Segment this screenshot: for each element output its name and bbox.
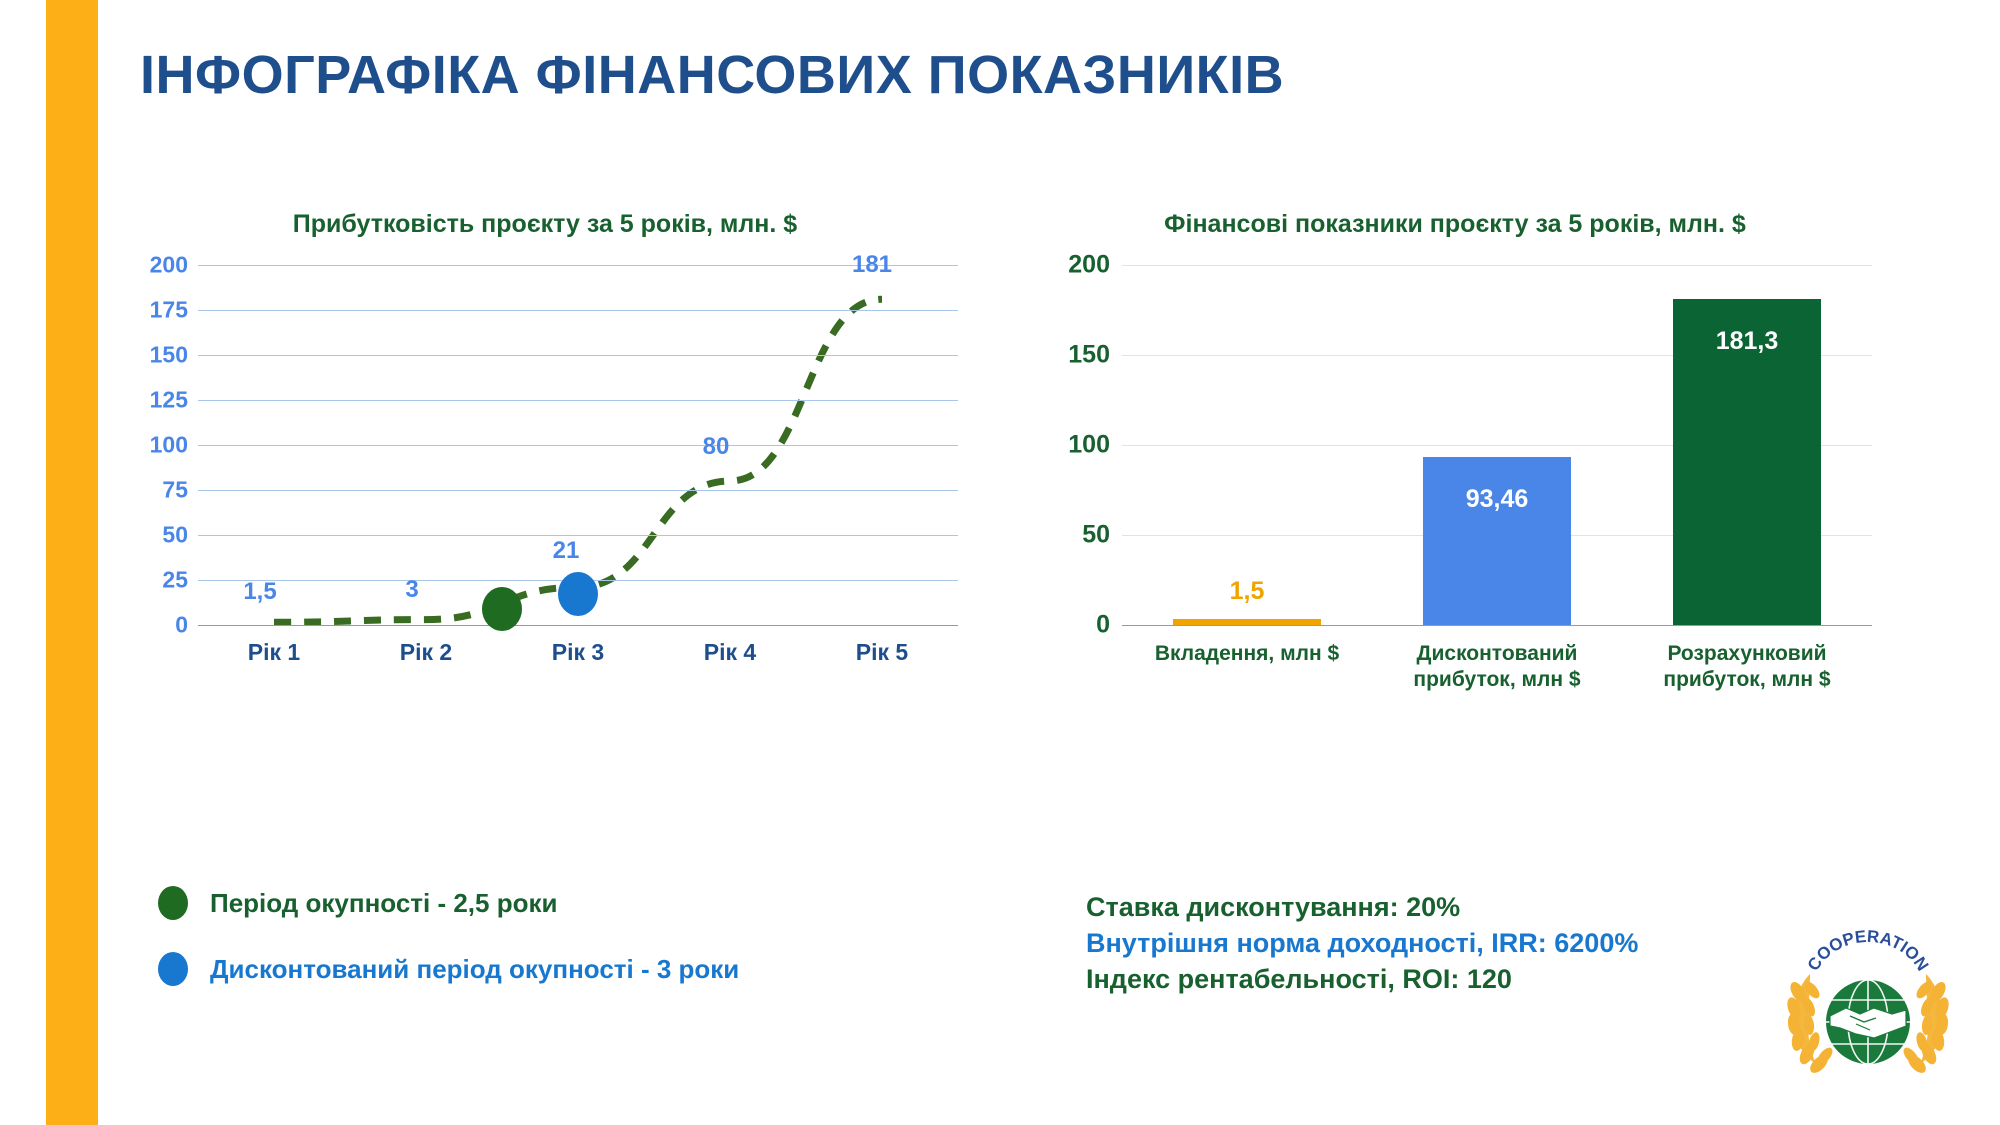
line-chart-y-tick: 0 xyxy=(175,611,188,638)
bar-chart-y-tick: 200 xyxy=(1068,250,1110,279)
bar-chart-title: Фінансові показники проєкту за 5 років, … xyxy=(1164,210,1746,238)
bar-chart: 0 50 100 150 200 1,5 93,46 181,3 Вкладення, мл… xyxy=(1040,251,1920,695)
line-chart-gridline xyxy=(198,310,958,311)
line-chart-panel: Прибутковість проєкту за 5 років, млн. $… xyxy=(120,210,1000,850)
legend-dot-green-icon xyxy=(158,886,188,920)
line-chart-data-label: 21 xyxy=(552,537,580,565)
bar-chart-y-tick: 50 xyxy=(1082,520,1110,549)
bar-chart-x-tick-line: прибуток, млн $ xyxy=(1413,667,1581,691)
wreath-left-icon xyxy=(1787,974,1833,1073)
bar-chart-x-tick-line: Розрахунковий xyxy=(1667,642,1827,665)
bar-chart-y-tick: 150 xyxy=(1068,340,1110,369)
bar-chart-gridline xyxy=(1122,445,1872,446)
wreath-right-icon xyxy=(1903,974,1949,1073)
line-chart-gridline xyxy=(198,265,958,266)
logo-text: COOPERATION xyxy=(1804,930,1933,974)
page-title: ІНФОГРАФІКА ФІНАНСОВИХ ПОКАЗНИКІВ xyxy=(140,45,1285,105)
stat-discount-rate: Ставка дисконтування: 20% xyxy=(1086,892,1461,922)
line-chart-data-label: 80 xyxy=(702,433,730,460)
bar-chart-y-axis: 0 50 100 150 200 xyxy=(1040,251,1110,639)
globe-icon xyxy=(1826,979,1910,1065)
bar-chart-x-tick: Дисконтований прибуток, млн $ xyxy=(1382,641,1612,692)
stat-irr: Внутрішня норма доходності, IRR: 6200% xyxy=(1086,927,1639,958)
line-chart-y-tick: 200 xyxy=(149,251,188,278)
legend-label-payback: Період окупності - 2,5 роки xyxy=(210,887,558,918)
line-chart: 0 25 50 75 100 125 150 175 200 1,5 3 21 80 181 Рік 1… xyxy=(120,251,1000,695)
bar-chart-gridline xyxy=(1122,265,1872,266)
bar-chart-x-tick-line: Дисконтований xyxy=(1416,642,1578,665)
handshake-icon xyxy=(1829,1007,1907,1039)
cooperation-logo-icon: COOPERATION xyxy=(1787,927,1949,1073)
payback-period-marker xyxy=(482,586,522,631)
line-chart-x-tick: Рік 1 xyxy=(247,639,301,665)
line-chart-x-tick: Рік 3 xyxy=(551,639,605,665)
line-chart-x-tick: Рік 5 xyxy=(855,639,909,665)
bar-chart-x-tick-line: Вкладення, млн $ xyxy=(1154,642,1340,665)
legend-dot-blue-icon xyxy=(158,952,188,986)
bar-chart-value-label: 1,5 xyxy=(1229,577,1265,605)
bar-chart-gridline xyxy=(1122,355,1872,356)
bar-chart-y-tick: 0 xyxy=(1096,610,1110,639)
bar-chart-plot-area: 1,5 93,46 181,3 xyxy=(1122,265,1872,626)
stat-roi: Індекс рентабельності, ROI: 120 xyxy=(1086,963,1512,994)
bar-chart-x-tick: Вкладення, млн $ xyxy=(1132,641,1362,667)
line-chart-x-tick: Рік 4 xyxy=(703,639,757,665)
line-chart-gridline xyxy=(198,445,958,446)
discounted-payback-marker xyxy=(558,572,598,617)
line-chart-gridline xyxy=(198,355,958,356)
bar-chart-x-tick: Розрахунковий прибуток, млн $ xyxy=(1632,641,1862,692)
line-chart-y-tick: 175 xyxy=(149,296,188,323)
line-chart-axis-line xyxy=(198,625,958,626)
bar-chart-value-label: 181,3 xyxy=(1715,326,1779,355)
cooperation-logo: COOPERATION xyxy=(1778,927,1958,1080)
bar-chart-x-tick-line: прибуток, млн $ xyxy=(1663,667,1831,691)
accent-bar xyxy=(46,0,98,1125)
bar-chart-y-tick: 100 xyxy=(1068,430,1110,459)
line-chart-plot-area: 1,5 3 21 80 181 xyxy=(198,251,958,631)
line-chart-x-tick: Рік 2 xyxy=(399,639,453,665)
financial-stats: Ставка дисконтування: 20% Внутрішня норм… xyxy=(1086,890,1638,998)
line-chart-data-label: 1,5 xyxy=(243,578,277,606)
bar-chart-value-label: 93,46 xyxy=(1465,484,1529,513)
line-chart-y-tick: 75 xyxy=(162,476,188,503)
line-chart-x-axis: Рік 1 Рік 2 Рік 3 Рік 4 Рік 5 xyxy=(198,639,958,679)
bar-chart-bar: 181,3 xyxy=(1673,298,1821,625)
line-chart-gridline xyxy=(198,535,958,536)
line-chart-title: Прибутковість проєкту за 5 років, млн. $ xyxy=(292,210,798,238)
line-chart-y-tick: 150 xyxy=(149,341,188,368)
line-chart-y-tick: 25 xyxy=(162,566,188,593)
bar-chart-axis-line xyxy=(1122,625,1872,626)
legend-item-payback: Період окупності - 2,5 роки xyxy=(158,886,978,920)
bar-chart-panel: Фінансові показники проєкту за 5 років, … xyxy=(1040,210,1920,850)
line-chart-data-label: 3 xyxy=(405,575,419,603)
legend-item-discounted-payback: Дисконтований період окупності - 3 роки xyxy=(158,952,978,986)
line-chart-gridline xyxy=(198,400,958,401)
line-chart-y-axis: 0 25 50 75 100 125 150 175 200 xyxy=(120,252,188,638)
legend-label-discounted-payback: Дисконтований період окупності - 3 роки xyxy=(210,953,740,984)
line-chart-gridline xyxy=(198,490,958,491)
line-chart-y-tick: 100 xyxy=(149,431,188,458)
line-chart-y-tick: 50 xyxy=(162,521,188,548)
line-chart-legend: Період окупності - 2,5 роки Дисконтовани… xyxy=(158,886,978,1018)
bar-chart-bar: 1,5 xyxy=(1173,577,1321,625)
line-chart-curve xyxy=(273,295,883,625)
line-chart-data-label: 181 xyxy=(851,251,893,279)
bar-chart-bar: 93,46 xyxy=(1423,456,1571,625)
line-chart-y-tick: 125 xyxy=(149,386,188,413)
